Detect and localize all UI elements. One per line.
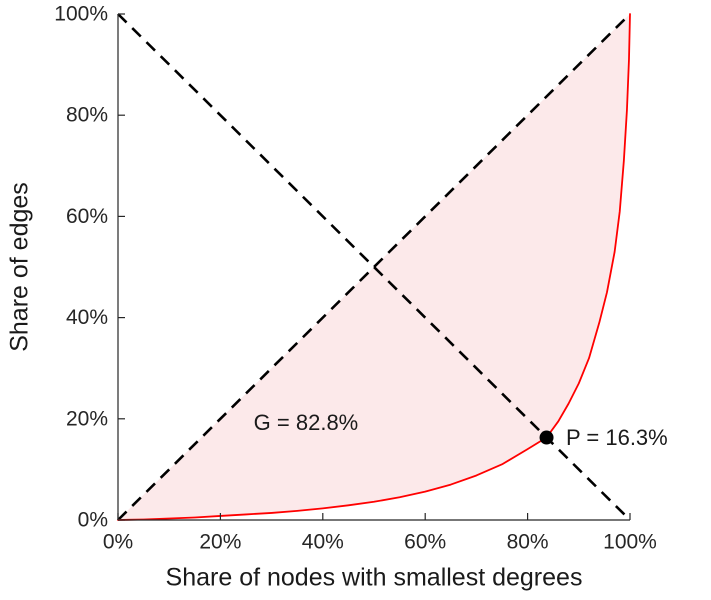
- gini-area: [118, 14, 630, 520]
- annotation-intersection: P = 16.3%: [566, 425, 668, 450]
- y-axis-title: Share of edges: [5, 182, 34, 352]
- y-tick-label: 80%: [66, 104, 108, 127]
- y-tick-label: 40%: [66, 306, 108, 329]
- x-tick-label: 40%: [302, 530, 344, 553]
- x-tick-label: 100%: [603, 530, 657, 553]
- y-tick-label: 20%: [66, 407, 108, 430]
- x-tick-label: 80%: [507, 530, 549, 553]
- lorenz-curve: [117, 13, 631, 521]
- y-tick-label: 0%: [78, 509, 108, 532]
- intersection-point: [539, 430, 554, 445]
- y-tick-label: 60%: [66, 205, 108, 228]
- x-tick-label: 60%: [404, 530, 446, 553]
- x-axis-title: Share of nodes with smallest degrees: [165, 563, 583, 592]
- y-tick-label: 100%: [54, 3, 108, 26]
- x-tick-label: 0%: [103, 530, 133, 553]
- x-tick-label: 20%: [199, 530, 241, 553]
- annotation-gini: G = 82.8%: [254, 410, 359, 435]
